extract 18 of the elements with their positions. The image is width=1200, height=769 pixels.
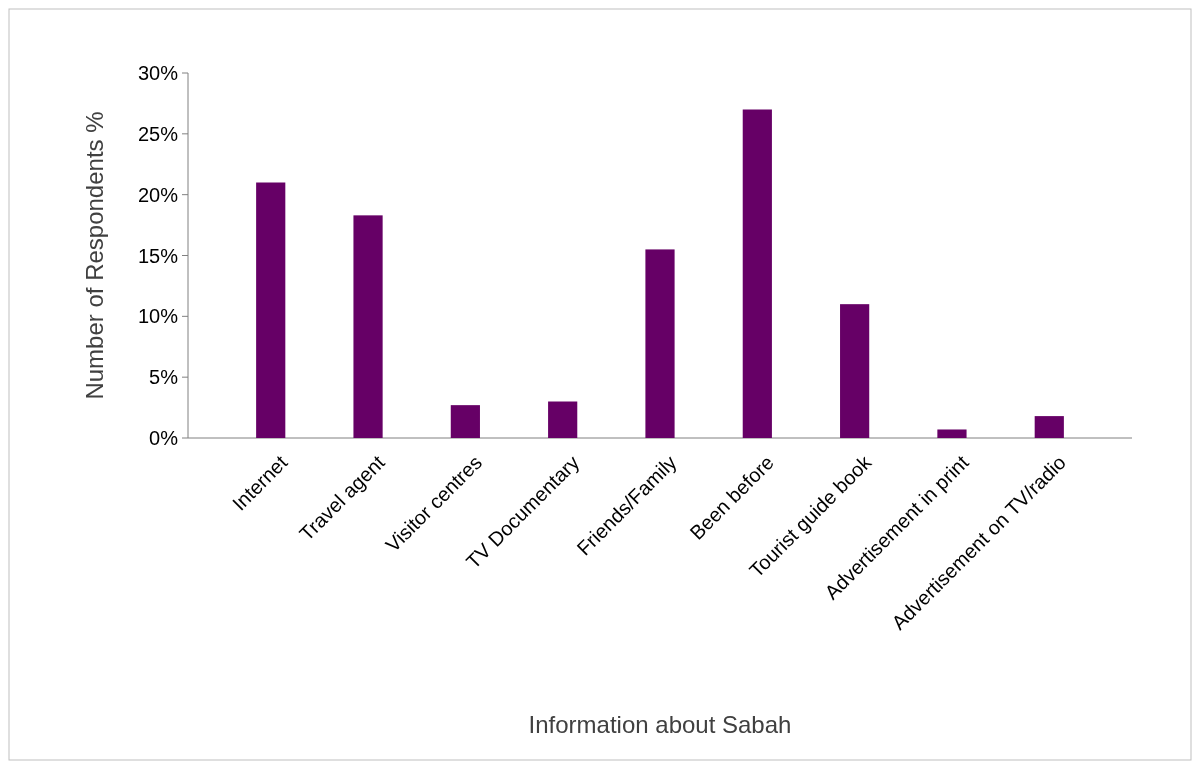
bar [742,109,772,438]
bar [937,429,967,438]
y-tick-label: 20% [137,183,179,206]
bar [256,182,286,438]
y-tick-label: 0% [149,427,179,449]
bar [353,215,383,438]
bar [645,249,675,438]
y-tick-label: 10% [137,305,179,328]
bar [548,401,578,438]
y-tick-label: 5% [149,366,179,389]
bar [450,405,480,438]
x-axis-title: Information about Sabah [528,711,792,738]
bar [840,304,870,438]
y-tick-label: 25% [137,122,179,145]
y-tick-label: 15% [137,244,179,267]
y-axis-title: Number of Respondents % [81,111,108,400]
bar [1034,416,1064,438]
y-tick-label: 30% [137,62,179,84]
